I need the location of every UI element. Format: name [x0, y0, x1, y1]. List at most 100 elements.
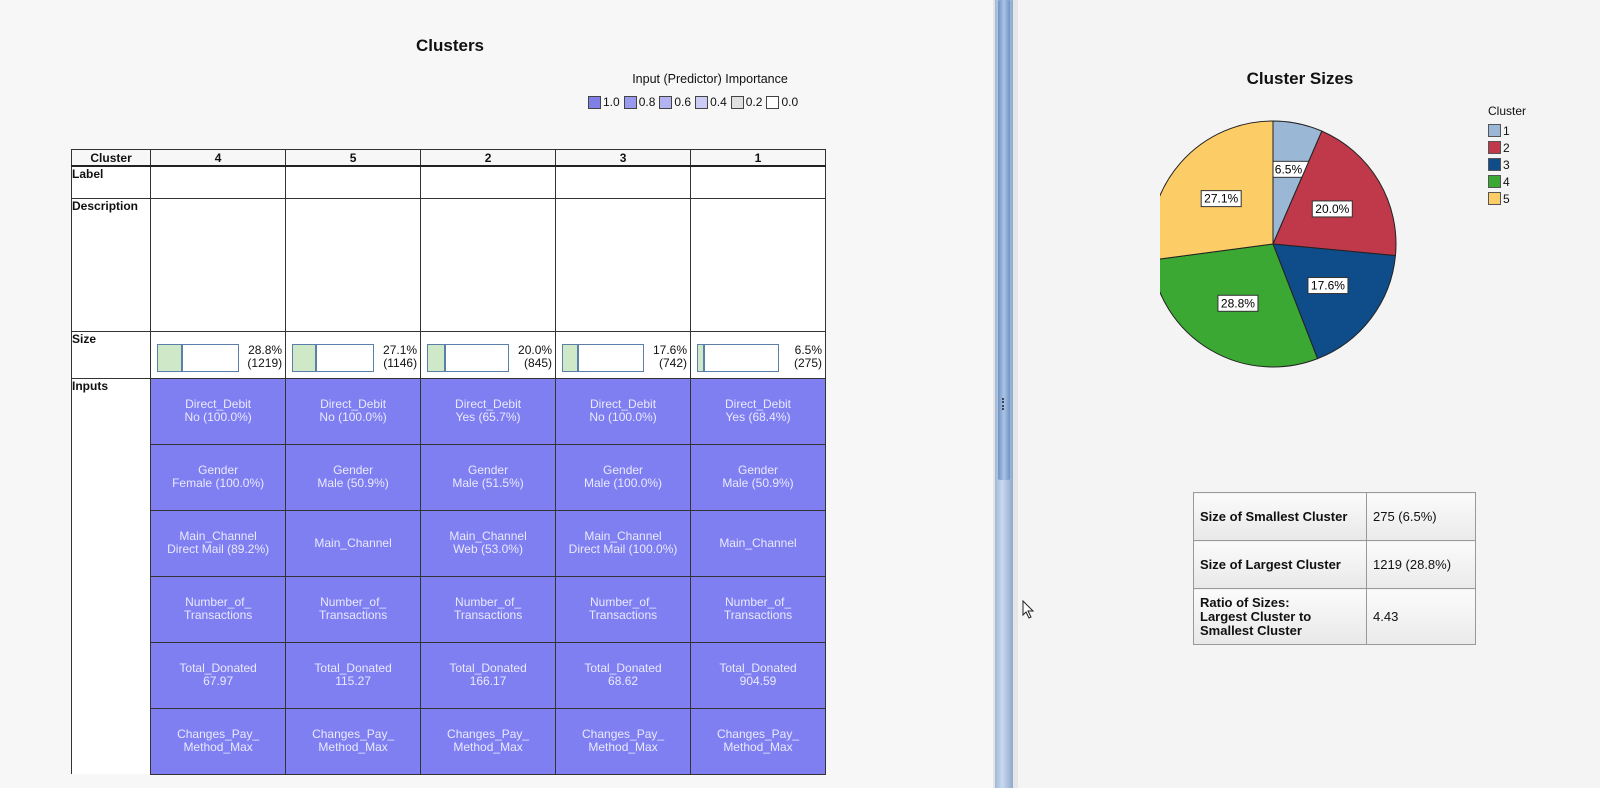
cluster-column-header[interactable]: 4	[150, 149, 287, 167]
input-cell[interactable]: Number_of_ Transactions	[555, 575, 692, 643]
input-cell[interactable]: Main_Channel Direct Mail (100.0%)	[555, 509, 692, 577]
size-cell: 20.0% (845)	[420, 330, 557, 379]
input-cell[interactable]: Main_Channel Direct Mail (89.2%)	[150, 509, 287, 577]
input-cell[interactable]: Direct_Debit No (100.0%)	[285, 377, 422, 445]
pie-data-label: 17.6%	[1307, 277, 1349, 295]
label-cell	[690, 165, 826, 199]
clusters-title: Clusters	[415, 36, 485, 55]
pie-chart-title: Cluster Sizes	[1246, 69, 1354, 88]
pane-splitter[interactable]	[993, 0, 1018, 788]
size-cell: 28.8% (1219)	[150, 330, 287, 379]
row-label-label: Label	[70, 165, 152, 199]
input-cell[interactable]: Total_Donated 115.27	[285, 641, 422, 709]
size-count: (1146)	[383, 355, 418, 370]
stats-row: Size of Smallest Cluster 275 (6.5%)	[1193, 492, 1476, 541]
pie-data-label: 28.8%	[1217, 294, 1259, 312]
pie-data-label: 20.0%	[1311, 200, 1353, 218]
pie-data-label-box	[1307, 277, 1349, 295]
size-bar	[427, 343, 510, 372]
cluster-column-header[interactable]: 1	[690, 149, 826, 167]
cluster-column-header[interactable]: 2	[420, 149, 557, 167]
splitter-grip-icon[interactable]	[1002, 398, 1008, 410]
cluster-header-label: Cluster	[70, 149, 152, 167]
input-cell[interactable]: Direct_Debit Yes (65.7%)	[420, 377, 557, 445]
pie-legend-label: 2	[1503, 140, 1510, 155]
stats-label: Ratio of Sizes: Largest Cluster to Small…	[1193, 588, 1367, 645]
description-cell	[555, 197, 692, 332]
input-cell[interactable]: Gender Male (50.9%)	[285, 443, 422, 511]
input-cell[interactable]: Main_Channel Web (53.0%)	[420, 509, 557, 577]
cluster-column-header[interactable]: 3	[555, 149, 692, 167]
input-cell[interactable]: Main_Channel	[690, 509, 826, 577]
pie-data-label-box	[1311, 200, 1353, 218]
row-label-blank	[70, 708, 152, 774]
pie-legend-label: 3	[1503, 157, 1510, 172]
importance-swatch	[659, 95, 673, 109]
importance-swatch	[588, 95, 601, 109]
pie-data-label-text: 28.8%	[1221, 296, 1255, 310]
pie-slice-cluster-3[interactable]	[1272, 243, 1396, 360]
scrollbar-thumb[interactable]	[998, 0, 1010, 480]
size-bar	[562, 343, 645, 372]
pie-slice-cluster-2[interactable]	[1272, 130, 1397, 257]
pie-legend-item: 2	[1488, 139, 1526, 156]
input-cell[interactable]: Gender Male (50.9%)	[690, 443, 826, 511]
importance-legend-label: 1.0	[603, 95, 620, 109]
input-cell[interactable]: Changes_Pay_ Method_Max	[420, 707, 557, 775]
stats-value: 275 (6.5%)	[1366, 492, 1476, 541]
size-percent: 28.8%	[248, 342, 283, 357]
pie-data-label-text: 20.0%	[1315, 202, 1349, 216]
input-cell[interactable]: Direct_Debit No (100.0%)	[150, 377, 287, 445]
pie-legend-item: 4	[1488, 173, 1526, 190]
size-text: 27.1% (1146)	[383, 343, 418, 370]
pie-data-label-text: 6.5%	[1275, 162, 1303, 176]
pie-data-label: 6.5%	[1267, 160, 1309, 178]
size-count: (742)	[659, 355, 688, 370]
label-cell	[285, 165, 422, 199]
input-cell[interactable]: Number_of_ Transactions	[690, 575, 826, 643]
input-cell[interactable]: Total_Donated 166.17	[420, 641, 557, 709]
size-cell: 6.5% (275)	[690, 330, 826, 379]
stats-row: Ratio of Sizes: Largest Cluster to Small…	[1193, 588, 1476, 645]
input-cell[interactable]: Changes_Pay_ Method_Max	[555, 707, 692, 775]
size-bar-fill	[698, 344, 706, 371]
stats-row: Size of Largest Cluster 1219 (28.8%)	[1193, 540, 1476, 589]
importance-legend-item: 0.0	[766, 95, 798, 109]
description-cell	[690, 197, 826, 332]
input-cell[interactable]: Main_Channel	[285, 509, 422, 577]
importance-legend-title: Input (Predictor) Importance	[632, 72, 788, 86]
size-cell: 17.6% (742)	[555, 330, 692, 379]
input-cell[interactable]: Changes_Pay_ Method_Max	[150, 707, 287, 775]
size-percent: 6.5%	[794, 342, 822, 357]
label-cell	[420, 165, 557, 199]
row-label-blank	[70, 510, 152, 576]
input-cell[interactable]: Changes_Pay_ Method_Max	[285, 707, 422, 775]
pie-data-label-box	[1200, 190, 1242, 208]
input-cell[interactable]: Gender Male (51.5%)	[420, 443, 557, 511]
input-cell[interactable]: Changes_Pay_ Method_Max	[690, 707, 826, 775]
importance-legend-item: 0.6	[659, 95, 691, 109]
row-label-inputs: Inputs	[70, 377, 152, 444]
input-cell[interactable]: Total_Donated 68.62	[555, 641, 692, 709]
input-cell[interactable]: Direct_Debit Yes (68.4%)	[690, 377, 826, 445]
size-bar-fill	[563, 344, 580, 371]
input-cell[interactable]: Gender Female (100.0%)	[150, 443, 287, 511]
pie-legend-swatch	[1488, 141, 1501, 154]
input-cell[interactable]: Number_of_ Transactions	[150, 575, 287, 643]
stats-label: Size of Largest Cluster	[1193, 540, 1367, 589]
input-cell[interactable]: Gender Male (100.0%)	[555, 443, 692, 511]
pie-legend-swatch	[1488, 175, 1501, 188]
importance-swatch	[623, 95, 637, 109]
input-cell[interactable]: Number_of_ Transactions	[420, 575, 557, 643]
importance-legend: 1.0 0.8 0.6 0.4 0.2 0.0	[588, 95, 798, 109]
size-count: (845)	[524, 355, 553, 370]
input-cell[interactable]: Number_of_ Transactions	[285, 575, 422, 643]
size-percent: 20.0%	[518, 342, 553, 357]
input-cell[interactable]: Total_Donated 904.59	[690, 641, 826, 709]
input-cell[interactable]: Direct_Debit No (100.0%)	[555, 377, 692, 445]
pie-legend-swatch	[1488, 192, 1501, 205]
cluster-column-header[interactable]: 5	[285, 149, 422, 167]
importance-legend-item: 0.2	[730, 95, 762, 109]
pie-slice-cluster-5[interactable]	[1160, 120, 1274, 260]
input-cell[interactable]: Total_Donated 67.97	[150, 641, 287, 709]
